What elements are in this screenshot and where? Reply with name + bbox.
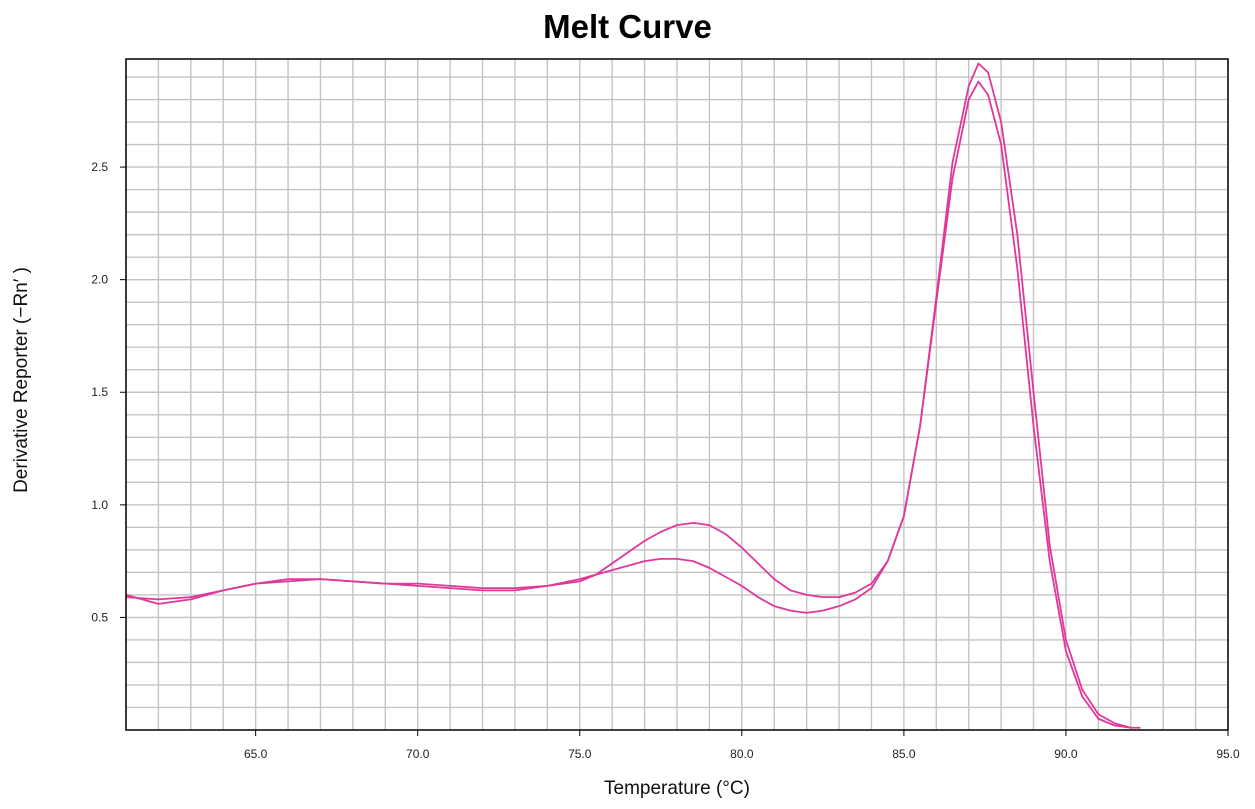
melt-curve-line-2	[125, 62, 1141, 729]
plot-frame	[125, 58, 1229, 731]
x-tick-label: 95.0	[1216, 747, 1240, 761]
chart-title: Melt Curve	[543, 8, 712, 45]
x-axis-label: Temperature (°C)	[604, 778, 750, 799]
x-tick-label: 75.0	[568, 747, 592, 761]
x-tick-label: 85.0	[892, 747, 916, 761]
y-tick-label: 2.5	[91, 160, 108, 174]
x-tick-label: 70.0	[406, 747, 430, 761]
y-tick-label: 1.5	[91, 385, 108, 399]
y-tick-label: 2.0	[91, 273, 108, 287]
axis-ticks: 65.0 70.0 75.0 80.0 85.0 90.0 95.0 0.5 1.0 1.5 2.0…	[91, 160, 1240, 761]
x-tick-label: 65.0	[244, 747, 268, 761]
melt-curve-line-1	[125, 80, 1131, 729]
x-tick-label: 90.0	[1054, 747, 1078, 761]
series-lines	[125, 62, 1141, 729]
x-tick-label: 80.0	[730, 747, 754, 761]
y-tick-label: 0.5	[91, 610, 108, 624]
y-tick-label: 1.0	[91, 498, 108, 512]
